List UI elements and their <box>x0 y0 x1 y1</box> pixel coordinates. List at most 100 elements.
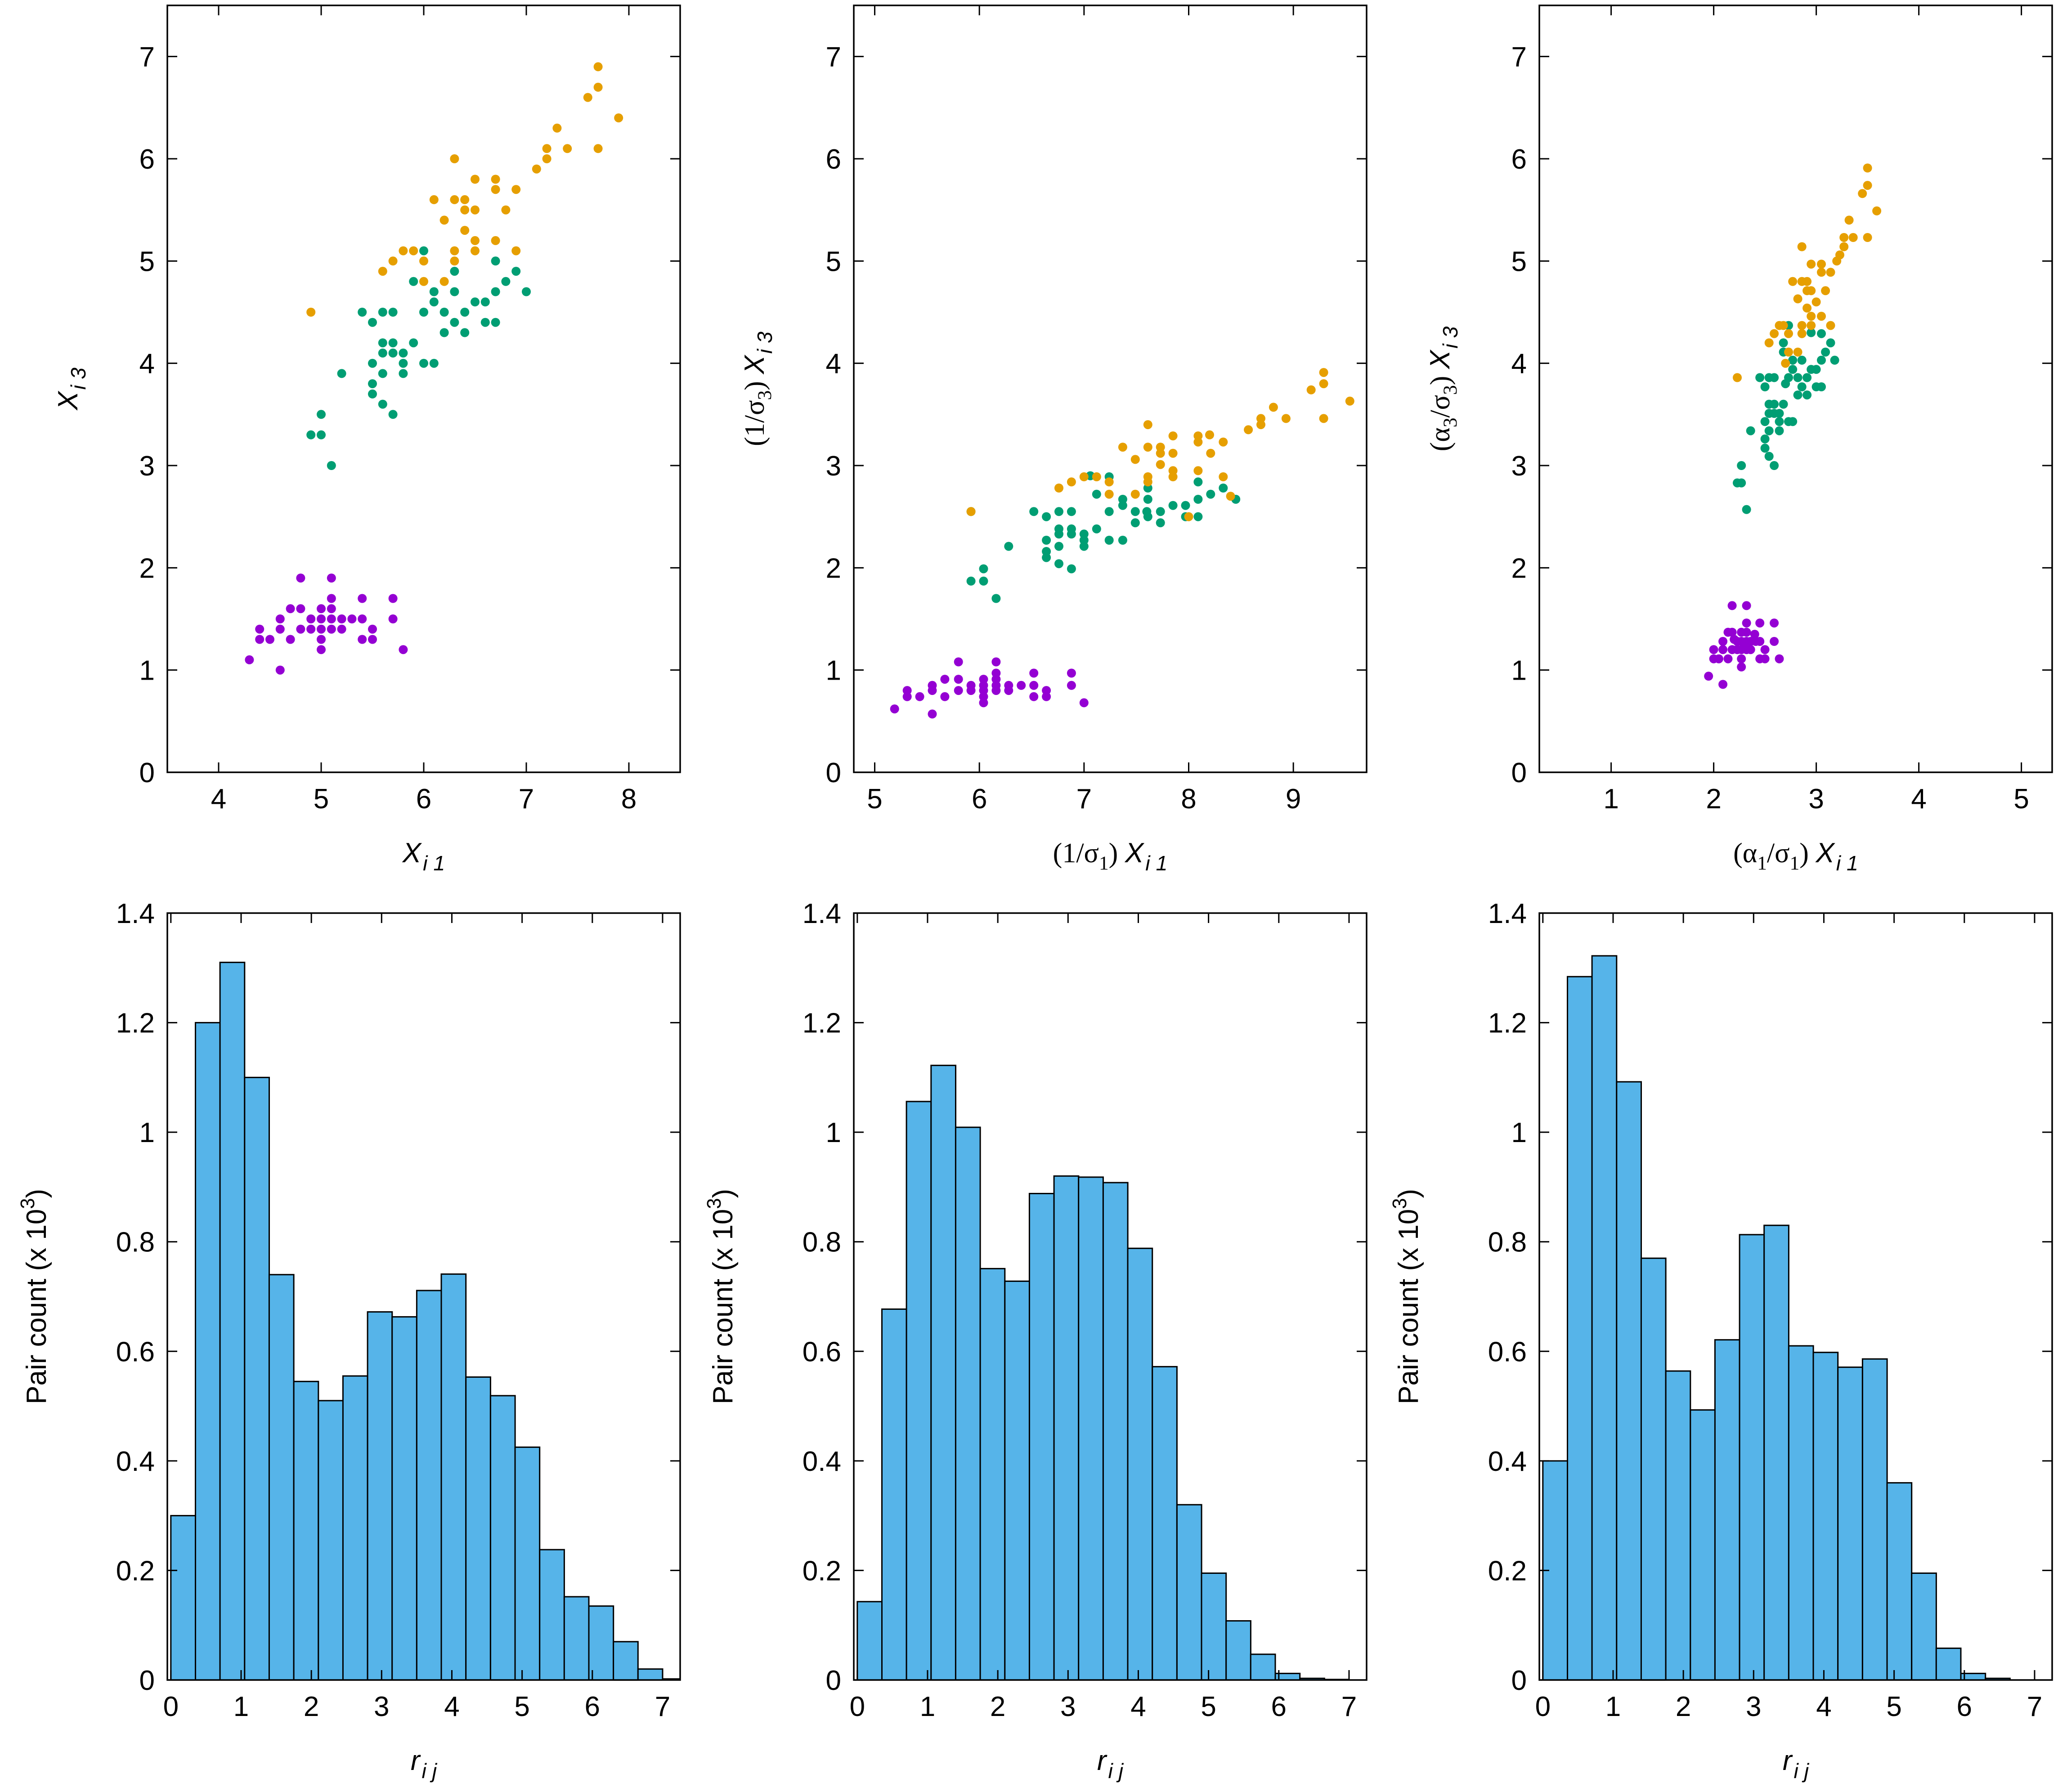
data-point-virginica <box>1807 312 1816 321</box>
y-tick-label: 6 <box>1511 144 1527 175</box>
data-point-virginica <box>1256 414 1265 423</box>
histogram-bar <box>1250 1653 1276 1681</box>
data-point-virginica <box>1848 233 1858 242</box>
data-point-versicolor <box>979 576 988 586</box>
histogram-bar <box>489 1395 516 1681</box>
data-point-versicolor <box>1760 417 1770 426</box>
data-point-versicolor <box>1764 426 1774 435</box>
histogram-bar <box>637 1668 664 1681</box>
data-point-setosa <box>358 594 367 603</box>
data-point-versicolor <box>399 369 408 378</box>
label-part: 3 <box>754 390 776 400</box>
data-point-setosa <box>317 645 326 654</box>
data-point-virginica <box>1793 294 1802 304</box>
data-point-versicolor <box>1067 524 1076 533</box>
y-tick-label: 0 <box>139 1665 155 1696</box>
x-tick-label: 0 <box>163 1691 179 1722</box>
label-part: r <box>411 1745 421 1776</box>
data-point-virginica <box>542 144 551 153</box>
data-point-versicolor <box>419 246 428 255</box>
data-point-virginica <box>1839 233 1849 242</box>
data-point-virginica <box>1826 321 1835 330</box>
series-virginica <box>306 62 623 317</box>
data-point-virginica <box>450 246 459 255</box>
data-point-setosa <box>1775 654 1784 663</box>
data-point-versicolor <box>1770 399 1779 409</box>
histogram-bar <box>391 1316 417 1681</box>
data-point-setosa <box>286 635 295 644</box>
histogram-bar <box>1640 1257 1667 1681</box>
data-point-virginica <box>1156 443 1165 452</box>
label-part: ) <box>1393 1189 1424 1198</box>
label-part: 3 <box>704 1198 725 1209</box>
data-point-virginica <box>1872 206 1882 215</box>
data-point-virginica <box>1817 260 1826 269</box>
y-tick-label: 0.6 <box>1488 1336 1527 1367</box>
y-tick-label: 7 <box>826 42 841 73</box>
label-part: (1/σ <box>740 400 770 446</box>
data-point-virginica <box>419 256 428 266</box>
x-tick-label: 5 <box>314 784 329 815</box>
x-axis-label: ri j <box>411 1745 438 1783</box>
bars <box>856 1065 1350 1681</box>
data-point-versicolor <box>409 277 418 286</box>
series-versicolor <box>306 246 531 470</box>
bars <box>170 962 681 1681</box>
histogram-bar <box>1935 1647 1962 1681</box>
x-axis-label: (1/σ1) Xi 1 <box>1053 838 1168 875</box>
data-point-virginica <box>1168 431 1178 441</box>
histogram-bar <box>856 1601 883 1681</box>
y-tick-label: 0.4 <box>116 1446 155 1477</box>
data-point-virginica <box>1784 347 1793 357</box>
data-point-setosa <box>1029 668 1039 678</box>
label-part: r <box>1783 1745 1793 1776</box>
histogram-bar <box>1127 1247 1153 1681</box>
data-point-virginica <box>439 215 449 225</box>
histogram-bar <box>318 1400 344 1681</box>
x-tick-label: 5 <box>514 1691 529 1722</box>
y-tick-label: 4 <box>826 349 841 380</box>
data-point-versicolor <box>460 308 470 317</box>
plot-frame <box>166 912 681 1681</box>
y-tick-label: 0.8 <box>1488 1227 1527 1258</box>
y-tick-label: 1.4 <box>116 898 155 929</box>
x-tick-label: 4 <box>1130 1691 1146 1722</box>
data-point-virginica <box>1193 466 1203 475</box>
data-point-versicolor <box>1206 489 1215 499</box>
data-point-virginica <box>583 93 592 102</box>
data-point-versicolor <box>368 318 377 327</box>
data-point-virginica <box>429 195 439 204</box>
data-point-versicolor <box>317 410 326 419</box>
data-point-virginica <box>542 154 551 163</box>
data-point-setosa <box>954 675 963 684</box>
x-tick-label: 1 <box>920 1691 935 1722</box>
data-point-setosa <box>317 624 326 634</box>
y-tick-label: 5 <box>1511 246 1527 277</box>
label-part: (1/σ <box>1053 838 1099 869</box>
label-part: i 3 <box>1439 326 1462 348</box>
data-point-versicolor <box>1042 547 1051 556</box>
x-tick-label: 7 <box>1076 784 1092 815</box>
data-point-versicolor <box>480 297 490 307</box>
data-point-versicolor <box>1779 338 1788 348</box>
data-point-versicolor <box>1797 382 1807 391</box>
data-point-virginica <box>614 113 623 123</box>
data-point-versicolor <box>1770 461 1779 470</box>
data-point-virginica <box>1143 472 1152 481</box>
data-point-setosa <box>275 624 285 634</box>
data-point-virginica <box>1764 338 1774 348</box>
series-setosa <box>1704 601 1784 689</box>
label-part: i j <box>422 1759 438 1783</box>
y-tick-label: 0.6 <box>116 1336 155 1367</box>
y-tick-label: 1.2 <box>1488 1008 1527 1039</box>
data-point-virginica <box>511 185 521 194</box>
data-point-virginica <box>1205 430 1214 439</box>
data-point-versicolor <box>1760 434 1770 444</box>
data-point-versicolor <box>327 461 336 470</box>
data-point-virginica <box>1821 286 1830 296</box>
panel-hist-raw: 0 1 2 3 4 5 6 7 0 0.2 0.4 0.6 0.8 1 1.2 1.4 ri j Pair cou… <box>17 898 681 1783</box>
y-tick-label: 5 <box>826 246 841 277</box>
data-point-versicolor <box>388 410 398 419</box>
histogram-bar <box>1861 1358 1888 1681</box>
